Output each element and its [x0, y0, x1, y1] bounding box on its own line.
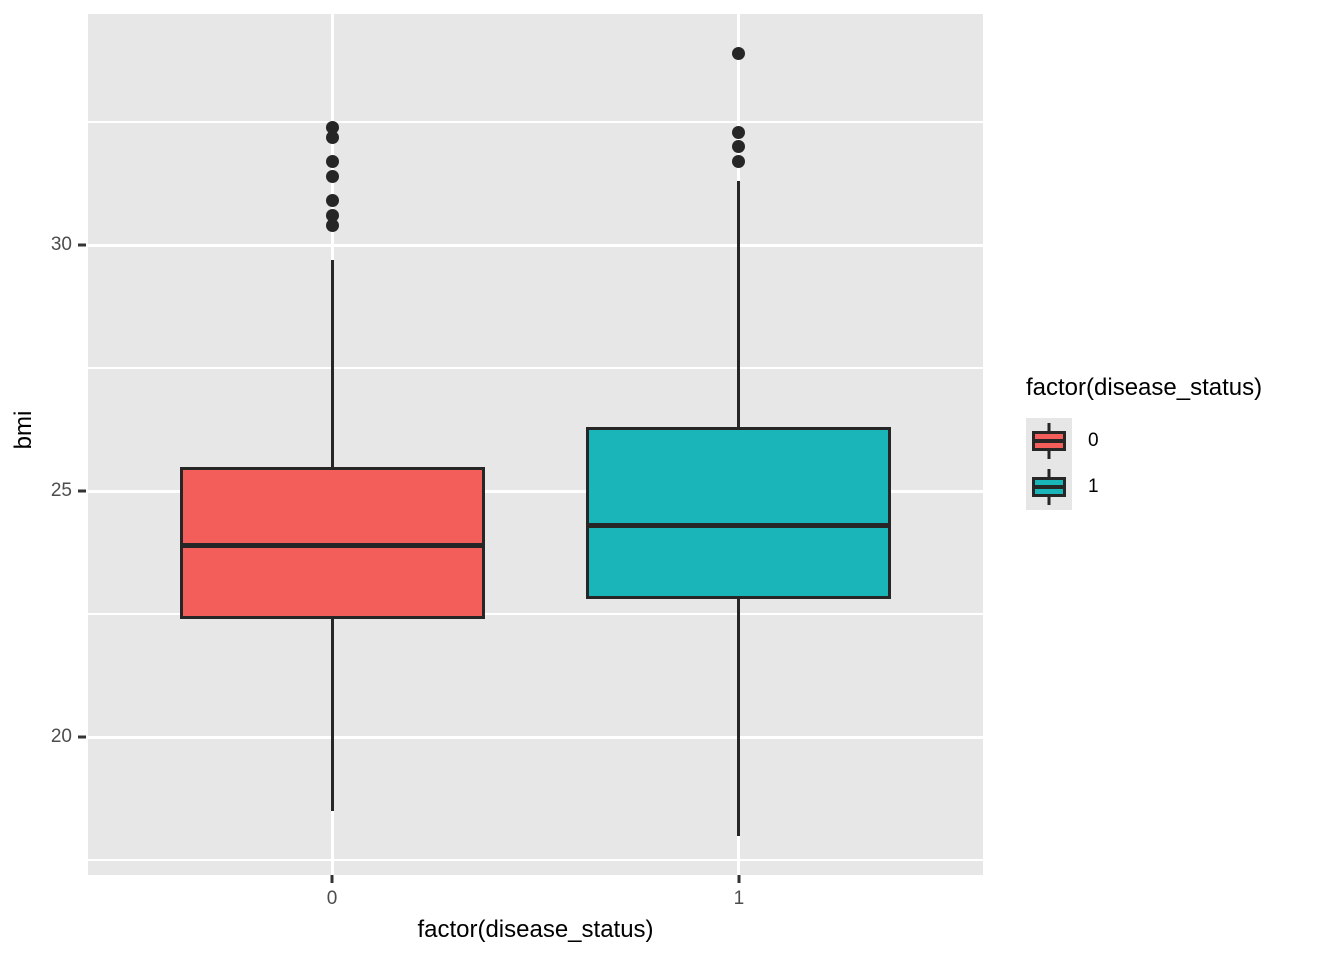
upper-whisker	[330, 260, 334, 467]
outlier-point	[325, 209, 339, 223]
lower-whisker	[737, 599, 741, 836]
legend-item-label: 1	[1088, 476, 1099, 497]
x-tick-label: 1	[733, 888, 745, 909]
x-tick-mark	[330, 875, 334, 883]
y-minor-gridline	[88, 367, 983, 369]
y-axis: 20 25 30	[0, 14, 88, 875]
outlier-point	[732, 140, 746, 154]
x-tick-label: 0	[326, 888, 338, 909]
plot-panel	[88, 14, 983, 875]
y-major-gridline	[88, 489, 983, 493]
median-line-group-1	[586, 523, 892, 529]
legend-item: 0	[1026, 418, 1262, 464]
y-minor-gridline	[88, 859, 983, 861]
lower-whisker	[330, 619, 334, 812]
y-tick-mark	[78, 243, 86, 247]
outlier-point	[732, 46, 746, 60]
legend-item-label: 0	[1088, 430, 1099, 451]
key-median-line	[1032, 439, 1066, 443]
y-major-gridline	[88, 243, 983, 247]
legend-key	[1026, 464, 1072, 510]
y-tick-label: 30	[50, 234, 72, 256]
outlier-point	[325, 120, 339, 134]
y-tick-label: 20	[50, 726, 72, 748]
upper-whisker	[737, 181, 741, 428]
x-axis-title: factor(disease_status)	[417, 916, 654, 943]
outlier-point	[732, 155, 746, 169]
median-line-group-0	[179, 542, 485, 548]
y-axis-title: bmi	[10, 410, 37, 450]
legend-item: 1	[1026, 464, 1262, 510]
outlier-point	[325, 169, 339, 183]
y-tick-mark	[78, 735, 86, 739]
x-tick-mark	[737, 875, 741, 883]
y-minor-gridline	[88, 613, 983, 615]
outlier-point	[325, 194, 339, 208]
y-minor-gridline	[88, 121, 983, 123]
box-group-1	[586, 427, 892, 600]
key-median-line	[1032, 485, 1066, 489]
outlier-point	[325, 219, 339, 233]
outlier-point	[325, 155, 339, 169]
y-tick-mark	[78, 489, 86, 493]
outlier-point	[732, 125, 746, 139]
legend-key	[1026, 418, 1072, 464]
outlier-point	[325, 130, 339, 144]
y-major-gridline	[88, 735, 983, 739]
legend-title: factor(disease_status)	[1026, 374, 1263, 401]
y-tick-label: 25	[50, 480, 72, 502]
